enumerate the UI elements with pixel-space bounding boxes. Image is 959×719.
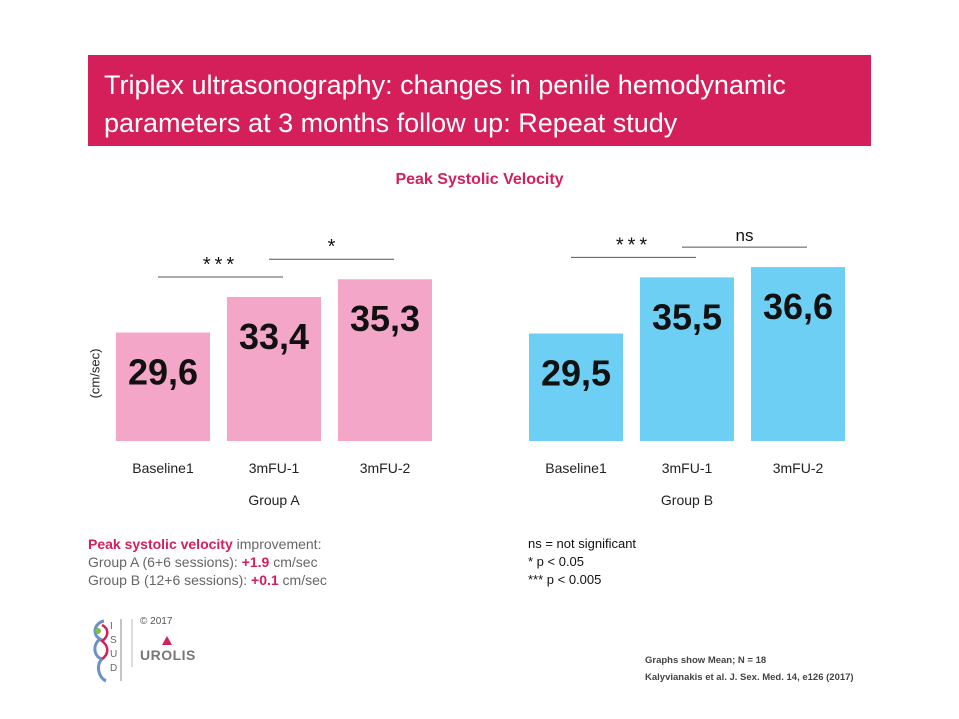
- bar-value-label: 36,6: [763, 286, 833, 327]
- legend-p005: *** p < 0.005: [528, 572, 602, 587]
- bar: [338, 279, 432, 441]
- notes-group-a-unit: cm/sec: [269, 554, 318, 570]
- improvement-notes: Peak systolic velocity improvement: Grou…: [88, 535, 327, 589]
- bar: [751, 267, 845, 441]
- isud-letter-u: U: [110, 649, 117, 660]
- copyright: © 2017: [140, 616, 173, 627]
- title-banner: Triplex ultrasonography: changes in peni…: [88, 55, 871, 146]
- category-label: 3mFU-2: [360, 460, 411, 476]
- notes-line-1: Peak systolic velocity improvement:: [88, 535, 327, 553]
- group-label: Group A: [248, 492, 300, 508]
- urolis-triangle-icon: [162, 636, 172, 645]
- group-label: Group B: [661, 492, 713, 508]
- legend-p05: * p < 0.05: [528, 554, 585, 569]
- footer-note: Graphs show Mean; N = 18: [645, 655, 767, 666]
- category-label: 3mFU-1: [662, 460, 713, 476]
- isud-letter-s: S: [110, 635, 117, 646]
- bar-value-label: 29,6: [128, 352, 198, 393]
- category-label: 3mFU-2: [773, 460, 824, 476]
- bar: [529, 333, 623, 441]
- bar-value-label: 33,4: [239, 316, 309, 357]
- title-line-1: Triplex ultrasonography: changes in peni…: [104, 70, 786, 100]
- bar-value-label: 29,5: [541, 352, 611, 393]
- bar: [640, 277, 734, 441]
- notes-group-b-label: Group B (12+6 sessions):: [88, 572, 252, 588]
- bar-value-label: 35,5: [652, 296, 722, 337]
- notes-group-a-value: +1.9: [241, 554, 270, 570]
- isud-figure-icon: [93, 619, 107, 683]
- isud-logo: I S U D: [93, 619, 133, 683]
- bar-value-label: 35,3: [350, 298, 420, 339]
- notes-group-b-value: +0.1: [251, 572, 279, 588]
- notes-line-1-rest: improvement:: [232, 536, 322, 552]
- significance-label: *: [328, 236, 336, 258]
- bar: [227, 297, 321, 441]
- footer-citation: Kalyvianakis et al. J. Sex. Med. 14, e12…: [645, 672, 854, 683]
- isud-letter-i: I: [110, 621, 113, 632]
- notes-group-b-unit: cm/sec: [278, 572, 327, 588]
- notes-line-3: Group B (12+6 sessions): +0.1 cm/sec: [88, 571, 327, 589]
- isud-letter-d: D: [110, 663, 117, 674]
- notes-highlight: Peak systolic velocity: [88, 536, 233, 552]
- legend-ns: ns = not significant: [528, 536, 637, 551]
- bar: [116, 332, 210, 441]
- significance-legend: ns = not significant * p < 0.05 *** p < …: [528, 535, 636, 589]
- category-label: 3mFU-1: [249, 460, 300, 476]
- significance-label: ***: [203, 254, 238, 276]
- urolis-logo: UROLIS: [140, 647, 196, 663]
- significance-label: ***: [616, 234, 651, 256]
- notes-line-2: Group A (6+6 sessions): +1.9 cm/sec: [88, 553, 327, 571]
- title-line-2: parameters at 3 months follow up: Repeat…: [104, 108, 678, 138]
- significance-label: ns: [736, 226, 754, 245]
- category-label: Baseline1: [132, 460, 194, 476]
- notes-group-a-label: Group A (6+6 sessions):: [88, 554, 242, 570]
- chart-title: Peak Systolic Velocity: [395, 171, 564, 188]
- category-label: Baseline1: [545, 460, 607, 476]
